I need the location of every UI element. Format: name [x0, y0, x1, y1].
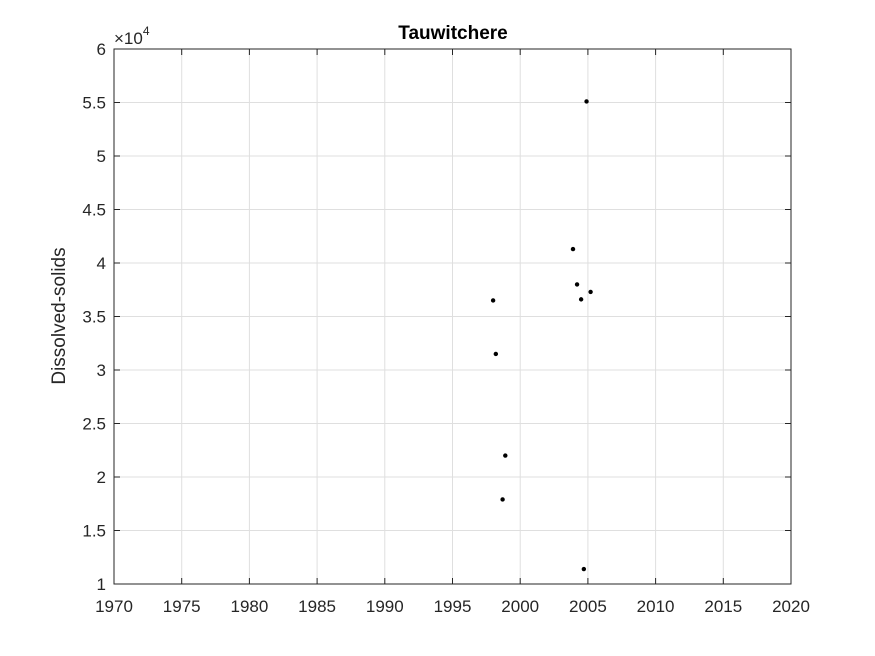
data-point: [503, 453, 508, 458]
x-tick-label: 1985: [298, 597, 336, 616]
y-axis-multiplier: ×104: [114, 24, 150, 48]
x-tick-label: 2020: [772, 597, 810, 616]
x-tick-label: 1970: [95, 597, 133, 616]
x-tick-label: 1975: [163, 597, 201, 616]
y-tick-label: 3: [97, 361, 106, 380]
y-tick-label: 1.5: [82, 522, 106, 541]
data-point: [578, 297, 584, 302]
y-tick-label: 4: [97, 254, 106, 273]
data-point: [500, 497, 505, 502]
y-axis-label: Dissolved-solids: [49, 247, 70, 384]
y-tick-label: 2: [97, 468, 106, 487]
x-tick-label: 1995: [434, 597, 472, 616]
y-axis-ticks: 1 1.5 2 2.5 3 3.5 4 4.5 5 5.5 6: [82, 40, 791, 594]
x-tick-label: 2010: [637, 597, 675, 616]
data-point: [581, 566, 587, 572]
x-tick-label: 1990: [366, 597, 404, 616]
x-tick-label: 1980: [230, 597, 268, 616]
data-point: [574, 282, 580, 287]
data-point: [584, 99, 589, 104]
data-points: [490, 99, 593, 572]
y-tick-label: 1: [97, 575, 106, 594]
y-tick-label: 5.5: [82, 94, 106, 113]
x-tick-label: 2015: [704, 597, 742, 616]
x-tick-label: 2000: [501, 597, 539, 616]
y-tick-label: 5: [97, 147, 106, 166]
data-point: [493, 351, 499, 357]
data-point: [570, 246, 576, 252]
x-tick-label: 2005: [569, 597, 607, 616]
data-point: [490, 298, 496, 303]
y-multiplier-exponent: 4: [143, 24, 150, 38]
y-tick-label: 3.5: [82, 308, 106, 327]
x-axis-ticks: 1970 1975 1980 1985 1990 1995 2000 2005 2010 2015…: [95, 49, 810, 616]
y-multiplier-base: ×10: [114, 29, 143, 48]
data-point: [588, 289, 593, 295]
y-tick-label: 6: [97, 40, 106, 59]
y-tick-label: 4.5: [82, 201, 106, 220]
y-tick-label: 2.5: [82, 415, 106, 434]
chart-title: Tauwitchere: [398, 23, 507, 44]
